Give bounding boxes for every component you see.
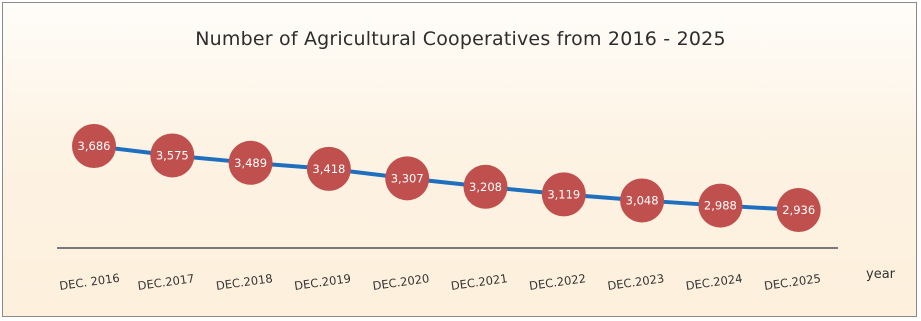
data-label: 3,489 bbox=[234, 156, 267, 170]
x-tick-label: DEC.2017 bbox=[137, 271, 195, 293]
data-point-marker bbox=[385, 156, 430, 201]
x-tick-label: DEC.2020 bbox=[372, 271, 430, 293]
data-point-marker bbox=[620, 178, 665, 223]
data-label: 3,048 bbox=[626, 193, 659, 207]
series-line bbox=[93, 144, 799, 212]
x-tick-label: DEC.2022 bbox=[528, 271, 586, 293]
data-label: 3,418 bbox=[312, 162, 345, 176]
data-label: 2,988 bbox=[704, 199, 737, 213]
data-point-marker bbox=[228, 140, 273, 185]
x-tick-label: DEC.2025 bbox=[763, 271, 821, 293]
data-label: 3,119 bbox=[547, 187, 580, 201]
x-tick-label: DEC.2024 bbox=[685, 271, 743, 293]
data-point-marker bbox=[698, 183, 743, 228]
data-point-marker bbox=[150, 133, 195, 178]
x-axis-title: year bbox=[866, 267, 896, 282]
data-label: 3,307 bbox=[391, 171, 424, 185]
data-point-marker bbox=[463, 164, 508, 209]
chart-title: Number of Agricultural Cooperatives from… bbox=[195, 28, 726, 50]
x-tick-label: DEC. 2016 bbox=[58, 271, 120, 293]
x-tick-label: DEC.2018 bbox=[215, 271, 273, 293]
data-label: 3,686 bbox=[78, 139, 111, 153]
data-label: 3,208 bbox=[469, 180, 502, 194]
x-tick-label: DEC.2019 bbox=[293, 271, 351, 293]
x-tick-label: DEC.2023 bbox=[607, 271, 665, 293]
data-point-marker bbox=[306, 146, 351, 191]
data-point-marker bbox=[776, 188, 821, 232]
data-label: 2,936 bbox=[782, 203, 815, 217]
data-label: 3,575 bbox=[156, 148, 189, 162]
data-point-marker bbox=[72, 124, 116, 168]
data-point-marker bbox=[541, 172, 586, 217]
x-tick-label: DEC.2021 bbox=[450, 271, 508, 293]
